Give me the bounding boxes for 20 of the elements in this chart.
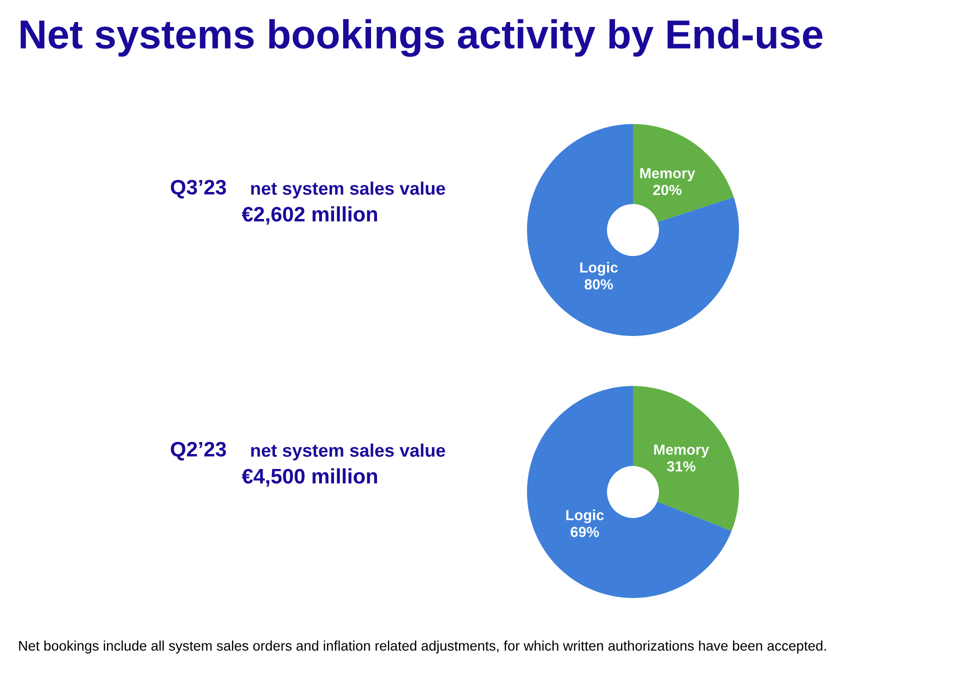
chart-title: Net systems bookings activity by End-use bbox=[20, 19, 822, 57]
text: net system sales value bbox=[251, 444, 446, 460]
donut-slice bbox=[527, 124, 739, 336]
data-label: 80% bbox=[584, 279, 613, 290]
text: Q2’23 bbox=[170, 442, 226, 460]
text: net system sales value bbox=[251, 182, 446, 198]
slice-label: Memory bbox=[640, 168, 696, 182]
donut-slice bbox=[633, 386, 739, 532]
text: €2,602 million bbox=[242, 206, 378, 225]
slice-label: Logic bbox=[566, 510, 604, 524]
text: €4,500 million bbox=[242, 468, 378, 487]
slice-label: Logic bbox=[580, 262, 618, 276]
data-label: 31% bbox=[666, 461, 696, 472]
data-label: 69% bbox=[570, 526, 599, 538]
data-label: 20% bbox=[653, 184, 682, 196]
donut-slice bbox=[633, 124, 734, 222]
text: Q3’23 bbox=[170, 180, 226, 198]
slice-label: Memory bbox=[654, 444, 710, 458]
donut-slice bbox=[527, 386, 732, 598]
text: Net bookings include all system sales orders and inflation related adjustments, for which written authorizations have been accepted. bbox=[19, 640, 826, 654]
